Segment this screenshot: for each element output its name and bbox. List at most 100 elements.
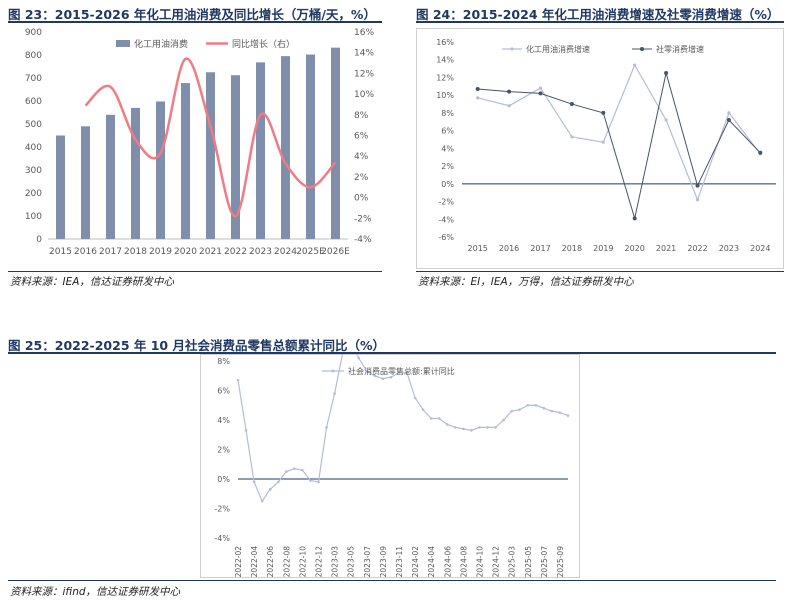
legend-swatch-bar bbox=[116, 40, 130, 47]
retail-series-point bbox=[276, 480, 280, 484]
legend-label: 社会消费品零售总额:累计同比 bbox=[348, 366, 455, 376]
bar bbox=[231, 75, 240, 239]
series-point-1 bbox=[538, 86, 543, 90]
retail-series-point bbox=[486, 426, 489, 429]
x-tick-label: 2023-09 bbox=[379, 546, 388, 578]
y-tick-label: -2% bbox=[438, 198, 454, 207]
x-tick-label: 2022 bbox=[224, 247, 247, 257]
bar bbox=[256, 62, 265, 239]
figure-24-source-text: 资料来源：EI，IEA，万得，信达证券研发中心 bbox=[418, 276, 634, 288]
x-tick-label: 2020 bbox=[625, 244, 645, 253]
x-tick-label: 2021 bbox=[199, 247, 222, 257]
figure-24-title-rule bbox=[416, 21, 784, 23]
left-y-tick-label: 800 bbox=[25, 51, 42, 61]
right-y-tick-label: -2% bbox=[354, 214, 372, 224]
series-point-1 bbox=[601, 140, 605, 144]
figure-23-source-text: 资料来源：IEA，信达证券研发中心 bbox=[10, 276, 174, 288]
figure-23-chart: 0 100 200 300 400 500 600 700 800 900 -4% -2% 0% 2% 4%… bbox=[8, 24, 382, 270]
series-point-2 bbox=[695, 183, 700, 188]
retail-series-point bbox=[526, 403, 530, 407]
retail-series-point bbox=[333, 392, 336, 395]
x-tick-label: 2024-12 bbox=[492, 546, 501, 578]
retail-series-point bbox=[365, 370, 369, 373]
retail-series-point bbox=[301, 468, 304, 472]
retail-series-point bbox=[260, 499, 264, 503]
bar bbox=[106, 114, 115, 239]
bar bbox=[81, 126, 90, 239]
x-tick-label: 2017 bbox=[99, 247, 122, 257]
y-tick-label: 6% bbox=[441, 127, 454, 136]
bar bbox=[281, 56, 290, 240]
x-tick-label: 2015 bbox=[49, 247, 72, 257]
x-tick-label: 2024-10 bbox=[475, 546, 484, 578]
legend-marker-2 bbox=[640, 47, 644, 51]
retail-series-point bbox=[293, 467, 296, 470]
left-y-tick-label: 100 bbox=[25, 212, 42, 222]
retail-series-point bbox=[421, 408, 425, 411]
x-tick-label: 2025-05 bbox=[524, 546, 533, 578]
x-tick-label: 2024-06 bbox=[443, 546, 452, 578]
series-point-1 bbox=[476, 96, 480, 100]
y-tick-label: 0% bbox=[441, 180, 454, 189]
x-tick-label: 2023-07 bbox=[363, 546, 372, 578]
retail-series-point bbox=[518, 408, 522, 411]
x-tick-label: 2016 bbox=[499, 244, 519, 253]
figure-24-chart: -6% -4% -2% 0% 2% 4% 6% 8% 10% 12% 14% 16% 2015 2016 2… bbox=[416, 24, 784, 270]
retail-series-point bbox=[252, 480, 256, 484]
right-y-tick-label: -4% bbox=[354, 235, 372, 245]
chart-24-svg: -6% -4% -2% 0% 2% 4% 6% 8% 10% 12% 14% 16% 2015 2016 2… bbox=[416, 28, 784, 269]
retail-series-point bbox=[341, 354, 344, 355]
retail-series-point bbox=[454, 426, 457, 429]
left-y-tick-label: 500 bbox=[25, 120, 42, 130]
x-tick-label: 2016 bbox=[74, 247, 97, 257]
retail-series-point bbox=[566, 414, 570, 417]
right-y-tick-label: 8% bbox=[354, 111, 369, 121]
y-tick-label: 8% bbox=[217, 357, 230, 366]
retail-series-point bbox=[558, 411, 562, 414]
figure-25-source-rule bbox=[8, 580, 776, 581]
y-tick-label: 16% bbox=[436, 38, 454, 47]
retail-series-point bbox=[550, 409, 554, 413]
retail-series-point bbox=[389, 375, 393, 379]
figure-25-title: 图 25：2022-2025 年 10 月社会消费品零售总额累计同比（%） bbox=[8, 338, 385, 353]
y-tick-label: 2% bbox=[441, 162, 454, 171]
retail-series-point bbox=[236, 378, 240, 382]
x-tick-label: 2022-12 bbox=[314, 546, 323, 578]
left-y-tick-label: 600 bbox=[25, 97, 42, 107]
y-tick-label: -4% bbox=[438, 215, 454, 224]
x-tick-label: 2017 bbox=[530, 244, 550, 253]
y-tick-label: 8% bbox=[441, 109, 454, 118]
x-tick-label: 2022-04 bbox=[250, 546, 259, 578]
y-tick-label: 6% bbox=[217, 387, 230, 396]
retail-series-point bbox=[284, 470, 288, 473]
retail-series-point bbox=[510, 409, 513, 413]
series-point-2 bbox=[475, 86, 480, 91]
figure-24-title: 图 24：2015-2024 年化工用油消费增速及社零消费增速（%） bbox=[416, 7, 780, 22]
series-point-1 bbox=[570, 135, 574, 139]
chart-23-svg: 0 100 200 300 400 500 600 700 800 900 -4% -2% 0% 2% 4%… bbox=[25, 28, 375, 257]
series-point-2 bbox=[569, 102, 574, 107]
series-point-1 bbox=[507, 104, 511, 108]
bar bbox=[156, 101, 165, 240]
x-tick-label: 2026E bbox=[321, 247, 350, 257]
retail-series-point bbox=[317, 480, 320, 484]
series-point-2 bbox=[507, 89, 512, 94]
retail-series-line bbox=[237, 354, 569, 503]
series-point-2 bbox=[632, 216, 637, 221]
series-line-1 bbox=[477, 63, 761, 202]
series-point-2 bbox=[538, 91, 543, 96]
x-tick-label: 2019 bbox=[149, 247, 172, 257]
retail-series-point bbox=[445, 423, 449, 426]
retail-series-point bbox=[244, 429, 248, 432]
figure-25-chart: -4% -2% 0% 2% 4% 6% 8% 2022-02 2022-04 2022-06 202… bbox=[200, 354, 580, 578]
retail-series-point bbox=[397, 371, 401, 375]
retail-series-point bbox=[470, 429, 473, 432]
x-tick-label: 2023-11 bbox=[395, 546, 404, 578]
x-tick-label: 2015 bbox=[468, 244, 488, 253]
bar bbox=[56, 135, 65, 239]
x-tick-label: 2023-03 bbox=[331, 546, 340, 578]
retail-series-point bbox=[502, 418, 505, 422]
series-point-1 bbox=[633, 63, 637, 67]
left-y-tick-label: 200 bbox=[25, 189, 42, 199]
legend-label-line: 同比增长（右） bbox=[232, 38, 295, 50]
